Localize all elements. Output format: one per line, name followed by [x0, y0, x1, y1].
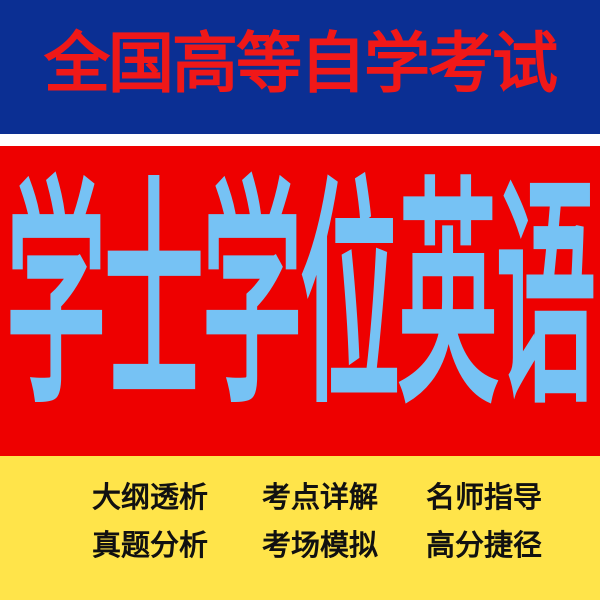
top-banner: [0, 0, 600, 134]
feature-item: 考场模拟: [262, 528, 379, 562]
feature-item: 大纲透析: [92, 480, 209, 514]
feature-item: 高分捷径: [426, 528, 543, 562]
feature-item: 名师指导: [426, 480, 543, 514]
main-title-container: 学士学位英语: [0, 158, 600, 438]
exam-title: 全国高等自学考试: [44, 25, 558, 102]
course-title: 学士学位英语: [6, 156, 596, 438]
divider: [0, 134, 600, 146]
feature-item: 真题分析: [92, 528, 209, 562]
features-banner: [0, 456, 600, 600]
features-list: 大纲透析 考点详解 名师指导 真题分析 考场模拟 高分捷径: [0, 476, 600, 566]
main-banner: [0, 146, 600, 456]
feature-item: 考点详解: [262, 480, 379, 514]
